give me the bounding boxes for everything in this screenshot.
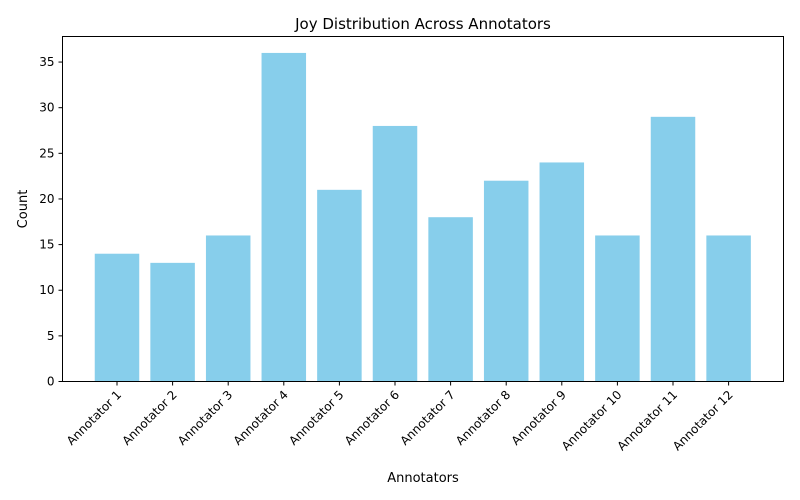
bar xyxy=(150,262,195,382)
bar xyxy=(483,180,529,382)
bar xyxy=(428,217,473,382)
y-tick-label: 0 xyxy=(47,375,55,389)
bar xyxy=(706,235,751,382)
bar xyxy=(372,125,418,382)
bar xyxy=(650,116,696,382)
bars-group xyxy=(94,52,751,382)
bar xyxy=(595,235,640,382)
y-tick-label: 10 xyxy=(39,283,54,297)
bar xyxy=(261,52,307,382)
bar xyxy=(94,253,140,382)
y-tick-label: 25 xyxy=(39,146,54,160)
y-tick-label: 35 xyxy=(39,55,54,69)
bar xyxy=(205,235,251,382)
y-axis-title: Count xyxy=(16,190,31,229)
y-tick-label: 5 xyxy=(47,329,55,343)
y-tick-label: 20 xyxy=(39,192,54,206)
y-tick-label: 15 xyxy=(39,238,54,252)
y-axis: 0 5 10 15 20 25 30 35 xyxy=(39,55,63,389)
y-tick-label: 30 xyxy=(39,101,54,115)
chart-title: Joy Distribution Across Annotators xyxy=(294,15,551,33)
plot-frame xyxy=(62,36,784,382)
bar xyxy=(539,162,585,382)
bar xyxy=(317,189,362,382)
x-axis-title: Annotators xyxy=(387,471,459,486)
